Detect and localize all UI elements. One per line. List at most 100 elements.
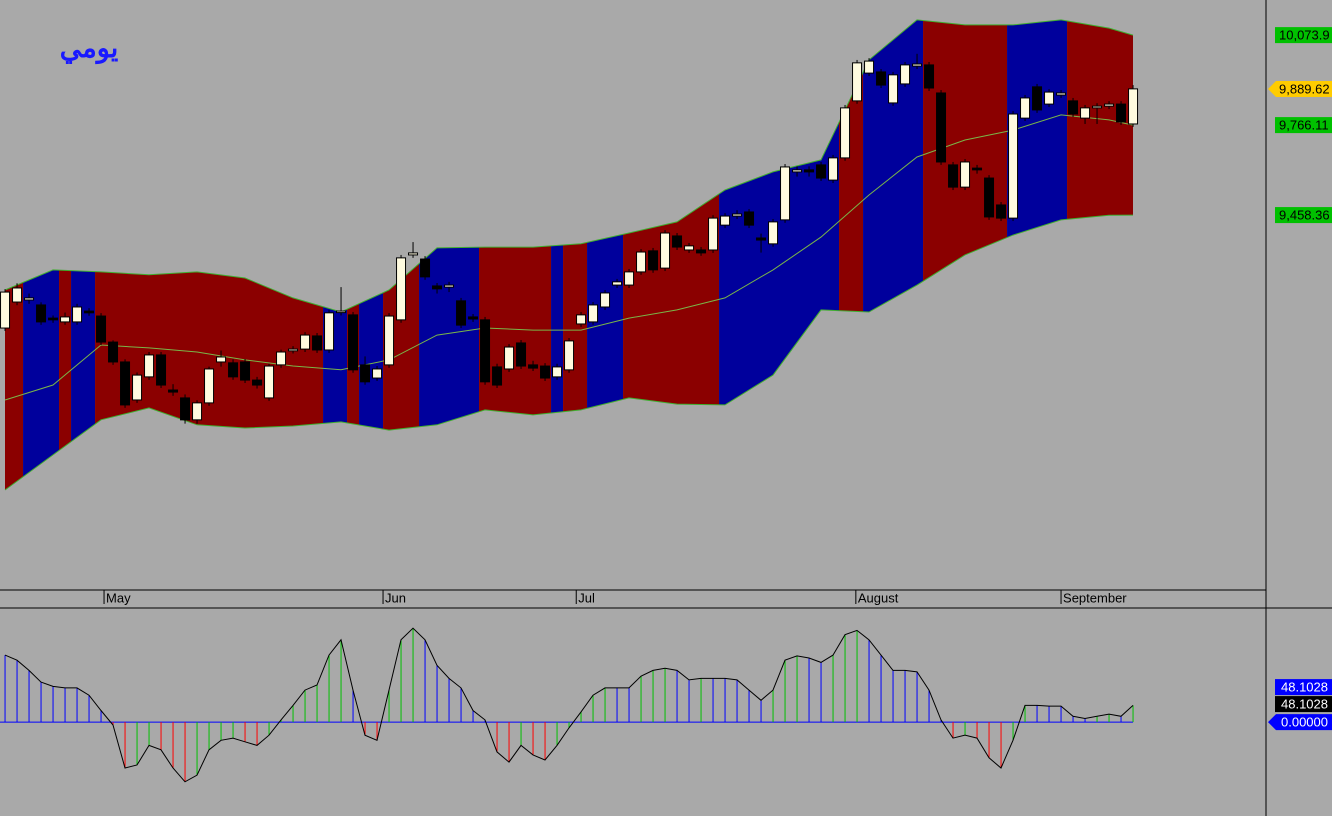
candle-body (912, 63, 923, 67)
band-shading (359, 19, 384, 491)
candle-body (420, 258, 431, 278)
candle-body (1068, 100, 1079, 115)
candle-body (432, 285, 443, 290)
candle-body (516, 342, 527, 367)
candle-body (300, 334, 311, 350)
candle-body (984, 177, 995, 218)
candle-body (288, 348, 299, 352)
candle-body (852, 62, 863, 102)
candle-body (384, 315, 395, 366)
candle-body (12, 287, 23, 303)
candle-body (600, 292, 611, 308)
candle-body (768, 221, 779, 245)
candle-body (960, 161, 971, 188)
candle-body (312, 335, 323, 351)
candle-body (528, 364, 539, 369)
candle-body (84, 310, 95, 314)
candle-body (1080, 107, 1091, 119)
band-shading (719, 19, 840, 491)
candle-body (816, 164, 827, 179)
candle-body (408, 252, 419, 256)
band-shading (59, 19, 72, 491)
value-marker-label: 48.1028 (1281, 697, 1328, 712)
upper-band-line (4, 19, 1134, 313)
band-shading (23, 19, 60, 491)
candle-body (1032, 86, 1043, 111)
candle-body (660, 232, 671, 269)
y-tick-label: 0.00000 (1281, 715, 1328, 730)
candle-body (444, 284, 455, 288)
band-shading (563, 19, 588, 491)
candle-body (168, 389, 179, 393)
band-shading (479, 19, 552, 491)
candle-body (180, 397, 191, 421)
y-tick-box (1275, 207, 1332, 224)
candle-body (696, 249, 707, 254)
x-tick-label: May (106, 590, 131, 605)
candle-body (564, 340, 575, 371)
candle-body (744, 211, 755, 226)
oscillator-line (4, 627, 1134, 783)
x-tick-label: Jul (578, 590, 595, 605)
candle-body (828, 157, 839, 181)
candle-body (480, 319, 491, 383)
candle-body (648, 250, 659, 271)
candle-body (720, 215, 731, 226)
candle-body (1128, 88, 1139, 125)
candle-body (468, 316, 479, 320)
candle-body (876, 71, 887, 86)
candle-body (0, 291, 11, 329)
candle-body (120, 361, 131, 406)
candle-body (636, 251, 647, 273)
last-price-box (1268, 80, 1332, 97)
candle-body (132, 374, 143, 401)
value-marker-box (1275, 679, 1332, 696)
candle-body (336, 310, 347, 314)
band-shading (923, 19, 1008, 491)
candle-body (192, 402, 203, 421)
candle-body (804, 169, 815, 173)
candle-body (492, 366, 503, 386)
candle-body (732, 213, 743, 217)
value-marker-label: 48.1028 (1281, 680, 1328, 695)
candle-body (756, 237, 767, 241)
lower-band-line (4, 214, 1134, 491)
candle-body (624, 271, 635, 286)
x-tick-label: September (1063, 590, 1127, 605)
candle-body (1020, 97, 1031, 119)
candle-body (156, 354, 167, 386)
candle-body (552, 366, 563, 378)
candle-body (1044, 91, 1055, 105)
x-tick-label: August (858, 590, 899, 605)
band-shading (71, 19, 96, 491)
candle-body (96, 315, 107, 343)
y-tick-label: 9,458.36 (1279, 208, 1330, 223)
candle-body (888, 74, 899, 104)
candle-body (456, 300, 467, 326)
candle-body (864, 60, 875, 74)
candle-body (996, 204, 1007, 219)
candle-body (684, 245, 695, 251)
candle-body (144, 354, 155, 378)
candle-body (264, 365, 275, 399)
candle-body (936, 92, 947, 163)
candle-body (1092, 105, 1103, 109)
candle-body (72, 306, 83, 323)
band-shading (347, 19, 360, 491)
band-shading (323, 19, 348, 491)
candle-body (48, 317, 59, 321)
candle-body (972, 167, 983, 171)
candle-body (396, 257, 407, 321)
band-shading (623, 19, 720, 491)
chart-title: يومي (60, 33, 119, 65)
y-tick-label: 10,073.9 (1279, 28, 1330, 43)
candle-body (24, 297, 35, 301)
candle-body (216, 356, 227, 363)
candle-body (108, 341, 119, 363)
candle-body (672, 235, 683, 248)
y-tick-label: 9,766.11 (1279, 118, 1329, 133)
y-tick-box (1275, 27, 1332, 44)
y-tick-box (1268, 714, 1332, 731)
